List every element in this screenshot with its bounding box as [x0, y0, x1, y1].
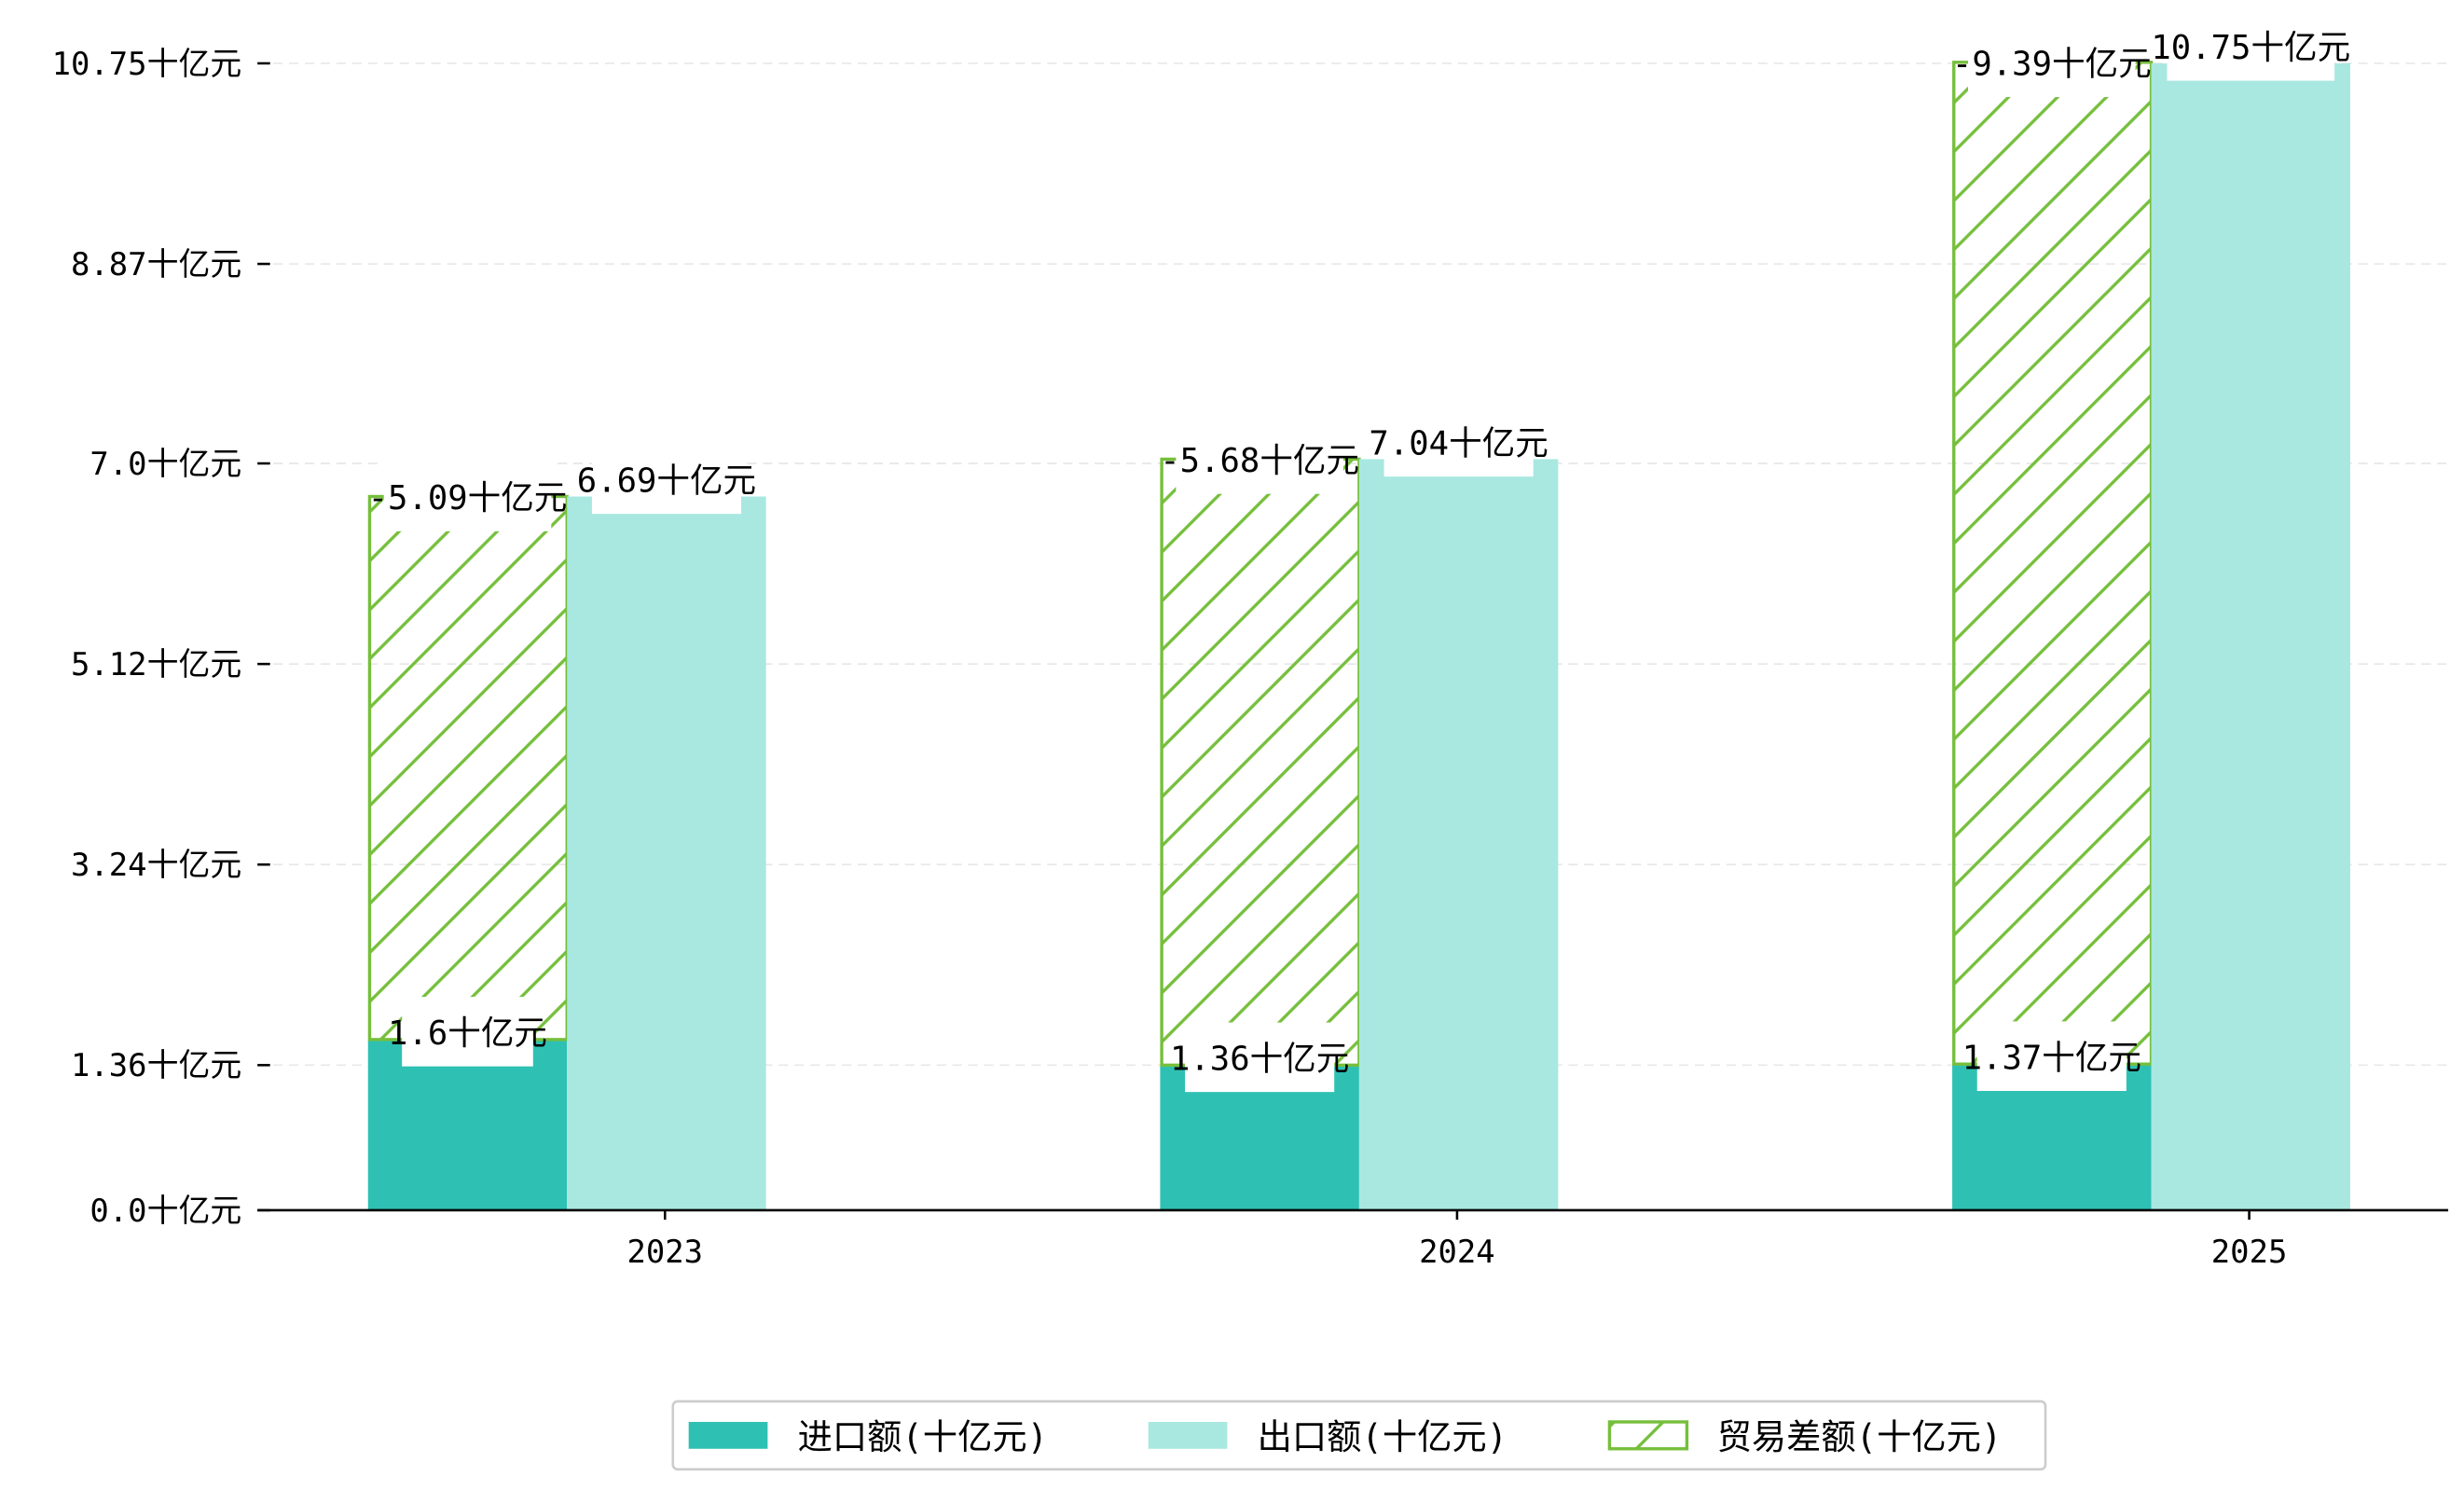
trade-balance-label-bg: [1176, 424, 1343, 494]
legend-swatch-trade-balance: [1607, 1420, 1689, 1451]
data-labels: 1.6十亿元 6.69十亿元-5.09十亿元 1.36十亿元 7.04十亿元 -5.68…: [368, 11, 2350, 1093]
trade-balance-bar: [367, 494, 569, 1042]
export-bar: [2151, 62, 2351, 1210]
legend-label: 进口额(十亿元): [798, 1416, 1048, 1457]
trade-balance-bar: [1952, 61, 2154, 1066]
import-label-bg: [1185, 1022, 1335, 1093]
legend-label: 出口额(十亿元): [1258, 1416, 1507, 1457]
y-tick-label: 8.87十亿元: [71, 246, 241, 283]
export-label-text: 6.69十亿元: [577, 462, 756, 500]
y-tick-label: 1.36十亿元: [71, 1047, 241, 1083]
import-label: 1.36十亿元: [1170, 1022, 1349, 1093]
export-bar: [567, 496, 766, 1210]
import-label-text: 1.6十亿元: [388, 1014, 547, 1053]
y-tick-label: 5.12十亿元: [71, 646, 241, 683]
x-tick-label: 2023: [626, 1234, 703, 1270]
export-label-text: 7.04十亿元: [1369, 424, 1548, 462]
legend-swatch-export: [1148, 1421, 1228, 1449]
y-tick-label: 0.0十亿元: [89, 1193, 241, 1229]
trade-balance-label-text: -5.09十亿元: [368, 479, 568, 517]
import-label: 1.6十亿元: [388, 997, 547, 1067]
legend-label: 贸易差额(十亿元): [1717, 1416, 2003, 1457]
legend-swatch-import: [688, 1421, 768, 1449]
import-label-text: 1.37十亿元: [1962, 1039, 2141, 1077]
export-label-bg: [1383, 407, 1534, 477]
import-bar: [367, 1039, 568, 1210]
export-label-bg: [2167, 11, 2335, 81]
trade-balance-label-bg: [383, 462, 552, 531]
trade-balance-label: -5.68十亿元: [1160, 424, 1359, 494]
export-label: 10.75十亿元: [2151, 11, 2350, 81]
export-label-text: 10.75十亿元: [2151, 29, 2350, 67]
y-tick-label: 10.75十亿元: [52, 46, 242, 82]
import-label-bg: [1976, 1021, 2127, 1091]
export-label: 6.69十亿元: [577, 444, 756, 515]
trade-balance-label: -9.39十亿元: [1952, 27, 2152, 98]
x-tick-label: 2025: [2211, 1234, 2288, 1270]
trade-balance-bar: [1160, 457, 1361, 1068]
trade-balance-label: -5.09十亿元: [368, 462, 568, 531]
trade-balance-label-text: -5.68十亿元: [1160, 442, 1359, 480]
bars: [367, 61, 2351, 1210]
export-label: 7.04十亿元: [1369, 407, 1549, 477]
y-tick-label: 3.24十亿元: [71, 847, 241, 883]
legend: 进口额(十亿元) 出口额(十亿元) 贸易差额(十亿元): [671, 1400, 2047, 1471]
export-bar: [1358, 459, 1559, 1210]
x-tick-label: 2024: [1419, 1234, 1495, 1270]
import-label: 1.37十亿元: [1962, 1021, 2141, 1091]
import-label-bg: [402, 997, 533, 1067]
legend-box: [671, 1400, 2047, 1471]
axes: 0.0十亿元 1.36十亿元 3.24十亿元 5.12十亿元 7.0十亿元 8.87十亿元…: [52, 46, 2449, 1270]
y-tick-label: 7.0十亿元: [89, 446, 241, 482]
import-label-text: 1.36十亿元: [1170, 1040, 1349, 1078]
trade-balance-label-text: -9.39十亿元: [1952, 45, 2152, 83]
trade-balance-label-bg: [1968, 27, 2136, 98]
export-label-bg: [591, 444, 742, 515]
